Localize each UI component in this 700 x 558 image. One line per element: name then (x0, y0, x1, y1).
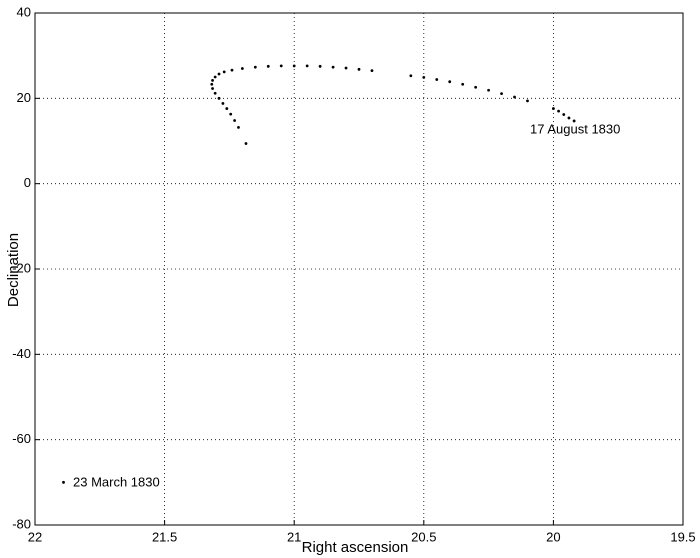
point (370, 69, 374, 72)
point (513, 95, 516, 99)
point (331, 65, 335, 69)
point (487, 88, 490, 92)
point (62, 480, 65, 484)
y-tick-label: 0 (24, 175, 31, 190)
point (213, 75, 217, 79)
x-axis-label: Right ascension (302, 539, 409, 556)
y-tick-label: -40 (12, 346, 31, 361)
point (222, 70, 226, 74)
point (229, 112, 233, 116)
point (572, 119, 576, 123)
point (217, 72, 221, 76)
x-tick-label: 21 (287, 529, 301, 544)
y-tick-label: 40 (17, 4, 31, 19)
point (211, 79, 214, 82)
annotation: 23 March 1830 (73, 474, 160, 489)
point (244, 142, 248, 145)
y-tick-label: -60 (12, 431, 31, 446)
point (213, 91, 217, 95)
point (279, 64, 283, 68)
point (217, 96, 221, 100)
point (266, 64, 270, 68)
point (211, 87, 214, 90)
point (461, 82, 465, 86)
point (422, 76, 426, 79)
x-tick-label: 22 (28, 529, 42, 544)
x-tick-label: 20.5 (411, 529, 436, 544)
point (474, 85, 478, 89)
point (557, 109, 560, 113)
point (305, 64, 309, 68)
y-tick-label: -80 (12, 516, 31, 531)
point (357, 67, 361, 71)
point (435, 78, 439, 81)
annotation: 17 August 1830 (530, 121, 620, 136)
point (221, 102, 225, 105)
point (230, 68, 234, 72)
point (562, 113, 566, 116)
point (253, 65, 257, 69)
y-tick-label: -20 (12, 260, 31, 275)
point (225, 107, 229, 110)
point (526, 99, 529, 103)
point (567, 116, 571, 120)
x-tick-label: 20 (546, 529, 560, 544)
point (344, 66, 348, 70)
point (240, 67, 244, 70)
point (500, 92, 503, 96)
point (237, 125, 240, 129)
point (210, 82, 214, 86)
x-tick-label: 21.5 (152, 529, 177, 544)
point (318, 64, 322, 68)
y-tick-label: 20 (17, 90, 31, 105)
point (233, 119, 236, 122)
point (448, 80, 452, 84)
y-axis-label: Declination (5, 233, 22, 307)
x-tick-label: 19.5 (670, 529, 695, 544)
point (552, 107, 555, 110)
point (409, 74, 413, 78)
point (292, 64, 296, 68)
